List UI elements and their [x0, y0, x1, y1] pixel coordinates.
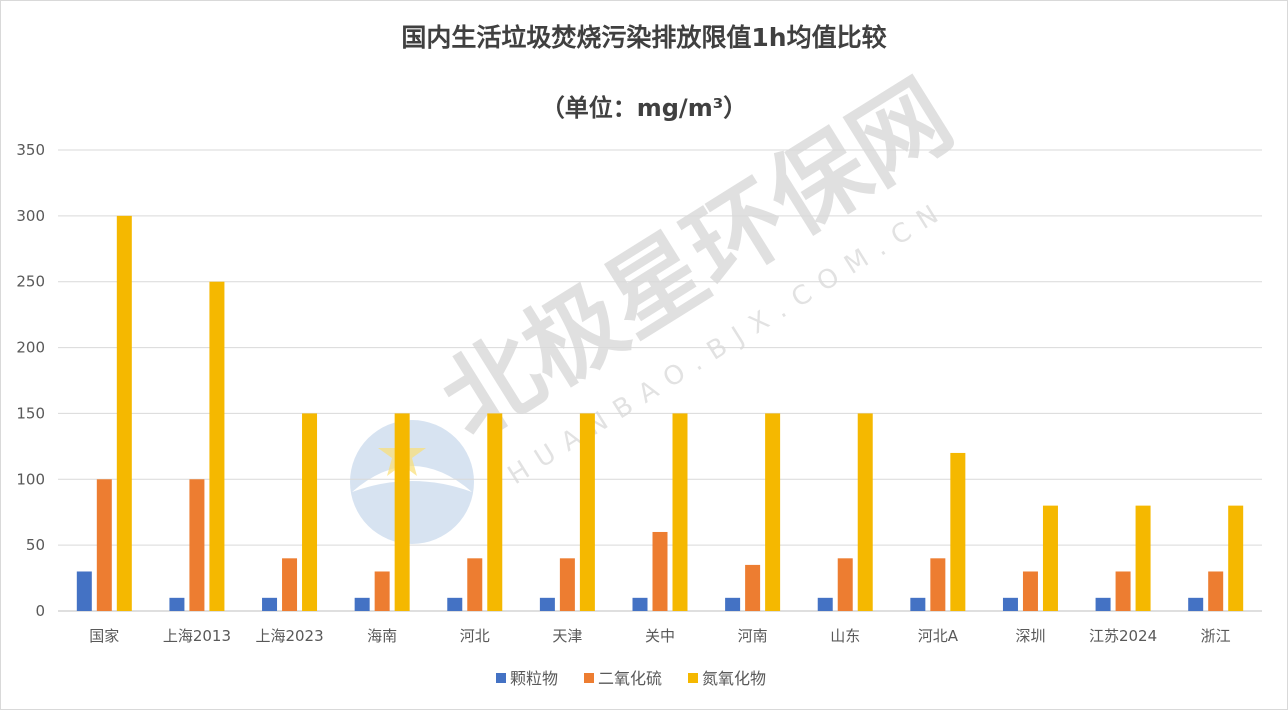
- bar: [1228, 505, 1244, 611]
- bar: [394, 413, 410, 611]
- bar: [1095, 597, 1111, 611]
- bar: [765, 413, 781, 611]
- bar: [1042, 505, 1058, 611]
- x-tick-label: 国家: [89, 627, 119, 645]
- bar: [354, 597, 370, 611]
- y-tick-label: 0: [35, 602, 45, 620]
- bar: [1135, 505, 1151, 611]
- bar: [96, 479, 112, 611]
- bar: [467, 558, 483, 611]
- chart-subtitle: （单位：mg/m³）: [540, 94, 748, 122]
- bar: [447, 597, 463, 611]
- bar: [1188, 597, 1204, 611]
- bar: [910, 597, 926, 611]
- watermark: 北极星环保网 HUANBAO.BJX.COM.CN: [350, 59, 971, 544]
- x-tick-label: 浙江: [1201, 627, 1231, 645]
- bar: [487, 413, 503, 611]
- legend-swatch: [688, 673, 698, 683]
- bar: [1002, 597, 1018, 611]
- bar: [652, 531, 668, 611]
- legend-label: 氮氧化物: [702, 669, 766, 688]
- legend-swatch: [496, 673, 506, 683]
- bar: [189, 479, 205, 611]
- x-tick-label: 关中: [645, 627, 675, 645]
- x-tick-label: 上海2023: [255, 627, 323, 645]
- x-tick-label: 河北A: [918, 627, 959, 645]
- bar: [950, 452, 966, 611]
- bar: [559, 558, 575, 611]
- bar: [930, 558, 946, 611]
- x-tick-label: 山东: [830, 627, 860, 645]
- x-tick-label: 海南: [367, 627, 397, 645]
- x-tick-label: 江苏2024: [1089, 627, 1157, 645]
- legend-label: 颗粒物: [510, 669, 558, 688]
- bar: [209, 281, 225, 611]
- x-tick-label: 河北: [460, 627, 490, 645]
- bar: [282, 558, 298, 611]
- y-tick-label: 300: [16, 207, 45, 225]
- y-tick-label: 150: [16, 404, 45, 422]
- bar: [116, 215, 132, 611]
- bar: [1022, 571, 1038, 611]
- bar: [374, 571, 390, 611]
- bar: [1115, 571, 1131, 611]
- bar: [632, 597, 648, 611]
- x-tick-label: 天津: [552, 627, 582, 645]
- y-tick-label: 350: [16, 141, 45, 159]
- bar: [579, 413, 595, 611]
- watermark-logo-circle: [350, 420, 474, 544]
- bar: [837, 558, 853, 611]
- y-tick-label: 250: [16, 273, 45, 291]
- y-tick-label: 200: [16, 339, 45, 357]
- x-tick-label: 深圳: [1015, 627, 1045, 645]
- bar: [672, 413, 688, 611]
- bar: [745, 564, 761, 611]
- bar: [262, 597, 278, 611]
- bar: [817, 597, 833, 611]
- bar: [169, 597, 185, 611]
- bar: [857, 413, 873, 611]
- bar: [725, 597, 741, 611]
- legend-label: 二氧化硫: [598, 669, 662, 688]
- legend-swatch: [584, 673, 594, 683]
- bar: [302, 413, 318, 611]
- y-tick-label: 100: [16, 470, 45, 488]
- x-tick-label: 上海2013: [163, 627, 231, 645]
- bar: [539, 597, 555, 611]
- x-tick-label: 河南: [738, 627, 768, 645]
- bar: [76, 571, 92, 611]
- bar: [1208, 571, 1224, 611]
- y-tick-label: 50: [26, 536, 45, 554]
- chart-title: 国内生活垃圾焚烧污染排放限值1h均值比较: [401, 23, 887, 52]
